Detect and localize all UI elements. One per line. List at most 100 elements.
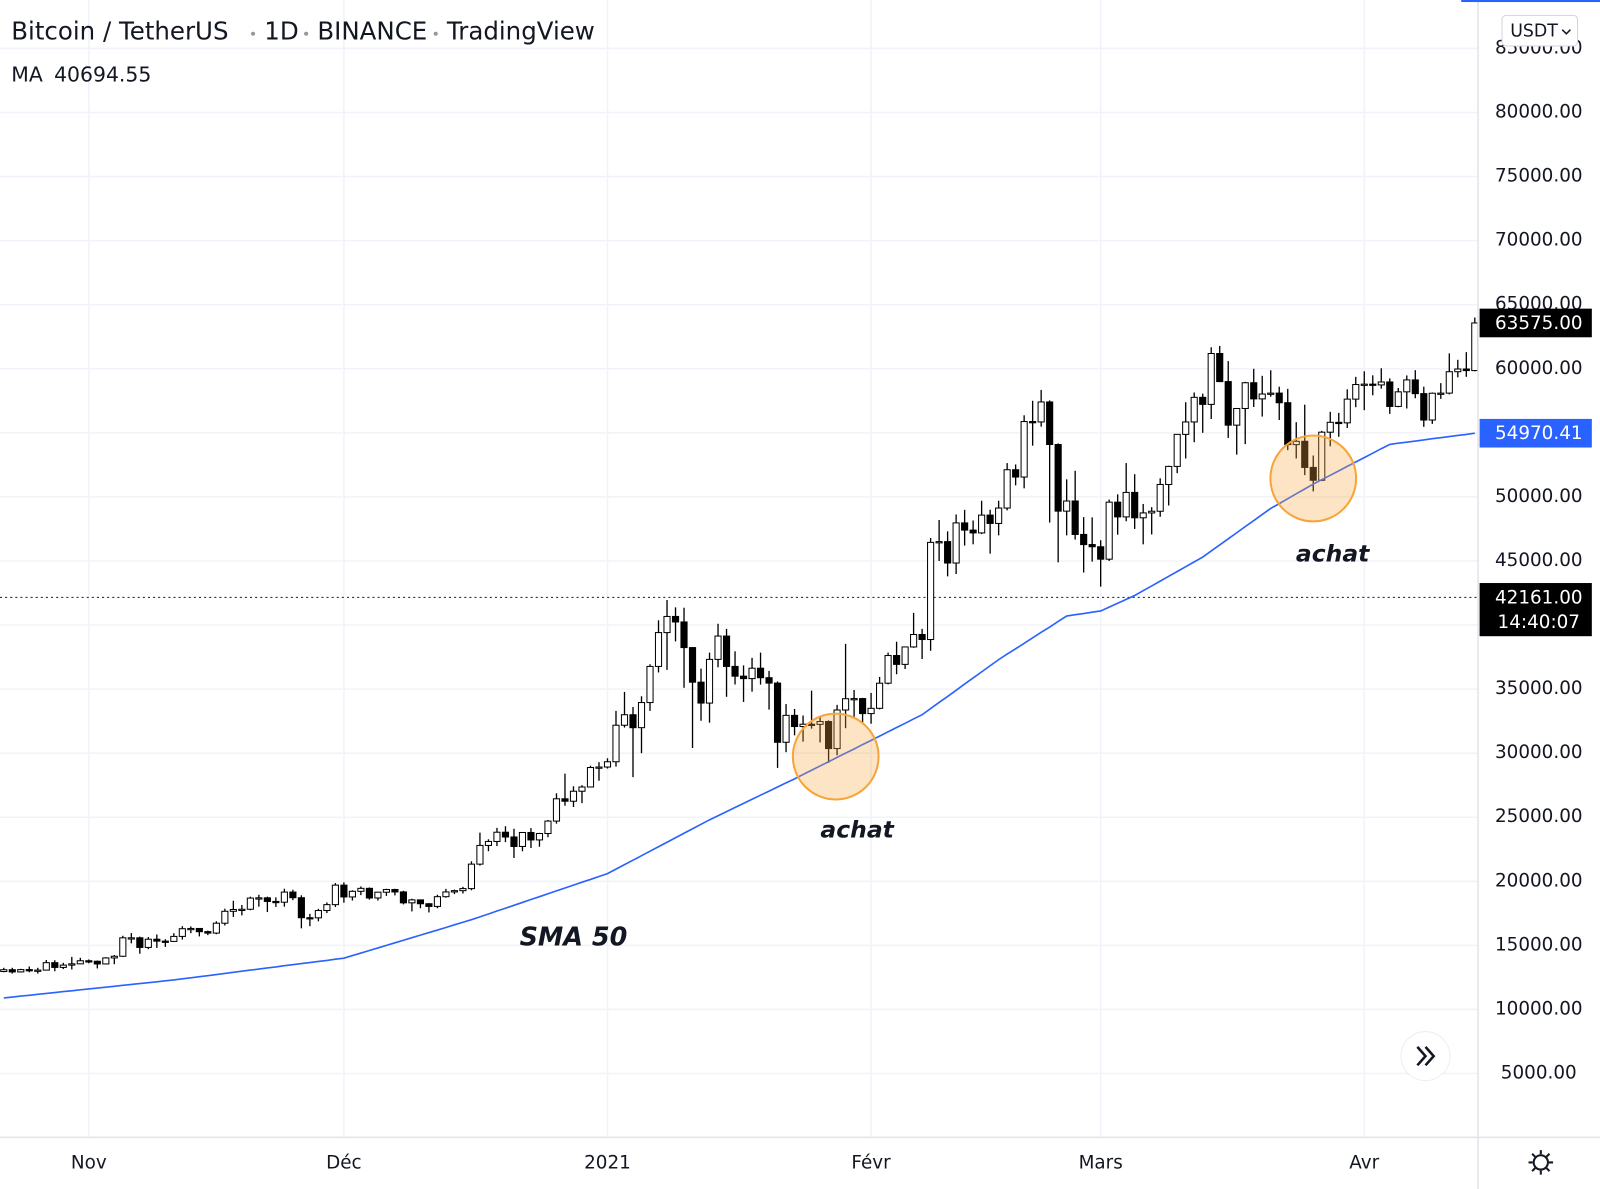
- candle-body: [1377, 381, 1385, 386]
- candle-body: [1122, 491, 1130, 518]
- candle-body: [204, 931, 212, 934]
- candle-body: [569, 790, 578, 802]
- candle-body: [255, 897, 263, 900]
- y-tick-label: 10000.00: [1495, 998, 1583, 1019]
- candle-body: [85, 960, 93, 963]
- candle-body: [1326, 421, 1334, 433]
- settings-button[interactable]: [1528, 1150, 1554, 1175]
- interval: 1D: [264, 17, 298, 46]
- candle-body: [637, 702, 646, 729]
- candle-body: [1445, 371, 1453, 394]
- settings-icon: [1528, 1150, 1554, 1175]
- candle-body: [8, 969, 16, 973]
- y-tick-label: 35000.00: [1495, 678, 1583, 699]
- candle-body: [995, 507, 1003, 524]
- candle-body: [1029, 421, 1037, 424]
- candle-body: [1420, 393, 1428, 421]
- candle-body: [1292, 440, 1300, 446]
- candle-body: [748, 667, 756, 680]
- candle-body: [1343, 398, 1351, 424]
- indicator-name: MA: [11, 63, 43, 87]
- candle-body: [1088, 544, 1096, 548]
- x-tick-label: Mars: [1079, 1152, 1123, 1173]
- candle-body: [297, 897, 305, 919]
- candles: [0, 317, 1479, 999]
- candle-body: [399, 891, 407, 904]
- candle-body: [178, 928, 186, 937]
- candle-body: [408, 899, 416, 904]
- candle-body: [467, 863, 476, 890]
- candle-body: [825, 721, 833, 750]
- candle-body: [1054, 443, 1062, 512]
- x-tick-label: Déc: [326, 1152, 362, 1173]
- candle-body: [1173, 433, 1181, 467]
- candle-body: [153, 938, 161, 942]
- candle-body: [280, 891, 288, 903]
- candle-body: [68, 963, 76, 966]
- candle-body: [680, 621, 688, 649]
- candle-body: [1224, 381, 1232, 426]
- candle-body: [76, 960, 84, 965]
- candle-body: [1080, 533, 1088, 546]
- candle-body: [1063, 500, 1071, 512]
- candle-body: [1462, 368, 1470, 372]
- candle-body: [612, 724, 620, 763]
- candle-body: [170, 935, 178, 942]
- candle-body: [34, 969, 42, 972]
- candle-body: [978, 514, 986, 534]
- crosshair-time: 14:40:07: [1498, 612, 1580, 633]
- candle-body: [442, 891, 450, 898]
- candle-body: [1037, 401, 1045, 423]
- source: TradingView: [446, 17, 595, 46]
- crosshair-tag: [1479, 583, 1592, 637]
- candle-body: [935, 541, 943, 544]
- candle-body: [927, 541, 935, 641]
- candle-body: [1003, 469, 1011, 509]
- candle-body: [518, 831, 527, 847]
- sma-tag-label: 54970.41: [1495, 423, 1583, 444]
- candle-body: [816, 721, 824, 725]
- candle-body: [476, 844, 484, 865]
- candle-body: [1369, 383, 1377, 386]
- annotation: SMA 50: [520, 923, 628, 953]
- candle-body: [1131, 491, 1139, 519]
- candle-body: [1335, 421, 1343, 425]
- separator: [251, 31, 256, 36]
- candle-body: [1258, 393, 1266, 400]
- candle-body: [527, 831, 535, 841]
- candle-body: [884, 655, 892, 684]
- candle-body: [961, 522, 969, 531]
- candle-body: [272, 900, 280, 904]
- candle-body: [1165, 465, 1173, 485]
- candle-body: [654, 632, 663, 667]
- candle-body: [765, 677, 773, 684]
- candle-body: [1233, 407, 1241, 426]
- candle-body: [357, 887, 365, 892]
- y-tick-label: 30000.00: [1495, 742, 1583, 763]
- candle-body: [246, 897, 254, 910]
- candle-body: [1199, 396, 1207, 405]
- candle-body: [374, 891, 382, 899]
- candle-body: [1114, 501, 1122, 518]
- candle-body: [1020, 421, 1028, 478]
- candle-body: [756, 667, 765, 679]
- candle-body: [51, 962, 59, 968]
- y-tick-label: 15000.00: [1495, 934, 1583, 955]
- candle-body: [263, 897, 271, 902]
- candle-body: [1301, 440, 1309, 468]
- candle-body: [1309, 466, 1317, 481]
- dropdown-arrow: [1561, 29, 1571, 35]
- candle-body: [433, 896, 442, 907]
- candle-body: [1394, 391, 1402, 407]
- candle-body: [1012, 469, 1020, 478]
- candle-body: [773, 682, 782, 743]
- candle-body: [697, 681, 705, 704]
- candle-body: [842, 698, 850, 711]
- separator: [304, 31, 309, 36]
- buy-circle: [1269, 434, 1358, 523]
- candle-body: [663, 615, 671, 634]
- currency-button[interactable]: [1501, 14, 1579, 47]
- candle-body: [110, 955, 118, 959]
- sma-tag: [1479, 418, 1592, 448]
